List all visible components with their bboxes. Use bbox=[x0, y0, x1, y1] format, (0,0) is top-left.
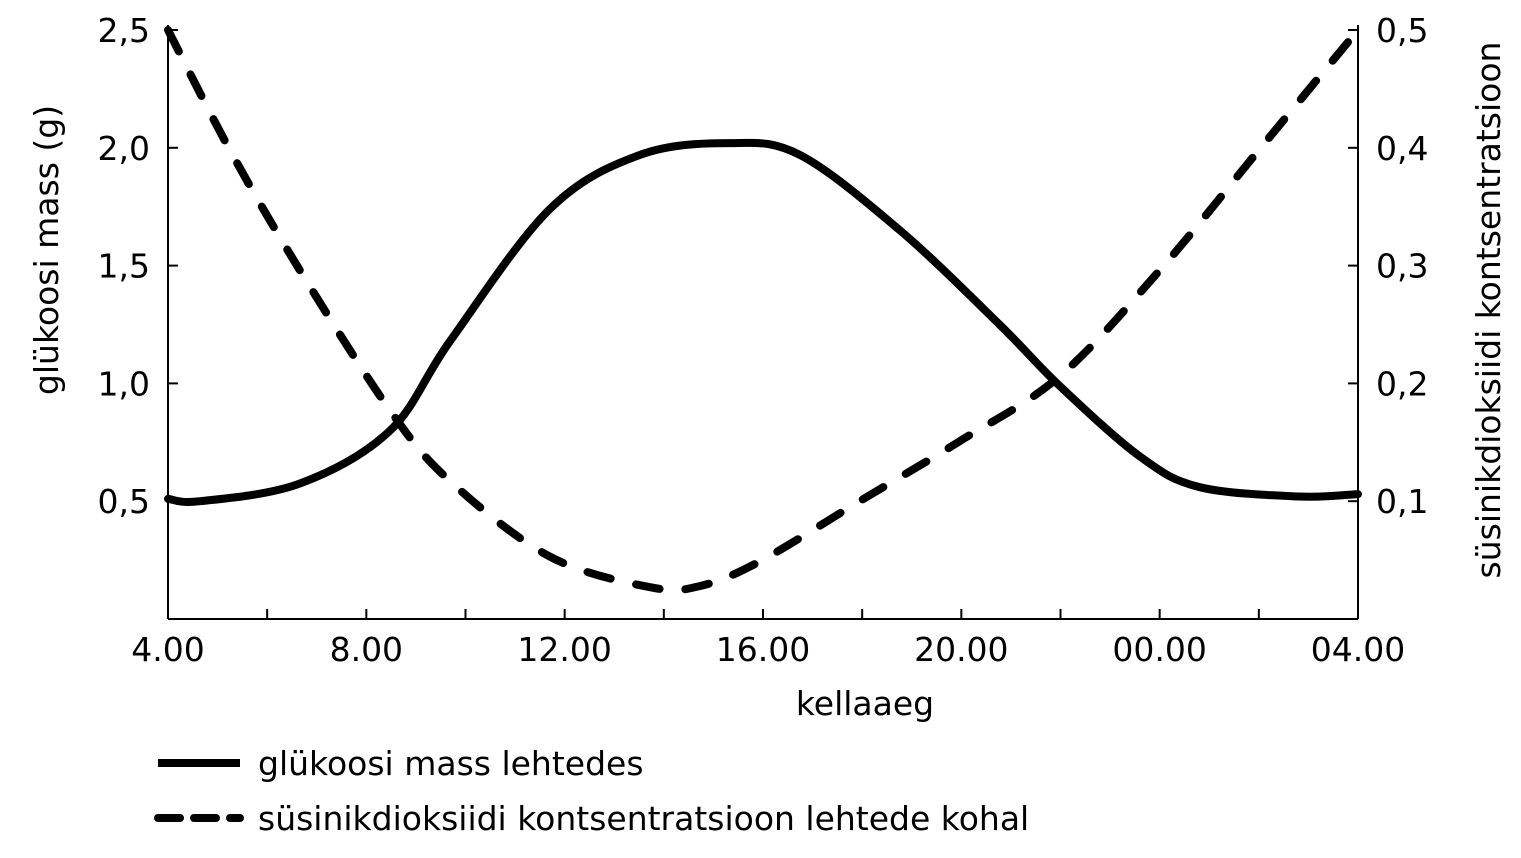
y-tick-label-left: 2,0 bbox=[98, 129, 150, 168]
y-tick-label-left: 1,0 bbox=[98, 364, 150, 403]
y-tick-label-right: 0,4 bbox=[1376, 129, 1428, 168]
legend-label-co2: süsinikdioksiidi kontsentratsioon lehted… bbox=[258, 799, 1029, 838]
y-axis-title-left: glükoosi mass (g) bbox=[27, 105, 66, 395]
x-tick-label: 20.00 bbox=[914, 630, 1008, 669]
x-tick-label: 16.00 bbox=[716, 630, 810, 669]
y-axis-title-right: süsinikdioksiidi kontsentratsioon bbox=[1469, 42, 1508, 579]
y-tick-label-right: 0,3 bbox=[1376, 247, 1428, 286]
legend-label-glucose: glükoosi mass lehtedes bbox=[258, 744, 644, 783]
y-tick-label-right: 0,1 bbox=[1376, 482, 1428, 521]
x-tick-label: 4.00 bbox=[131, 630, 204, 669]
axes: 4.00 8.00 12.00 16.00 20.00 00.00 04.00 0,5 1,0 1… bbox=[98, 11, 1429, 669]
series-group bbox=[164, 26, 1362, 595]
y-tick-label-left: 1,5 bbox=[98, 247, 150, 286]
y-tick-label-left: 2,5 bbox=[98, 11, 150, 50]
x-tick-label: 8.00 bbox=[330, 630, 403, 669]
co2-concentration-line bbox=[164, 26, 1362, 595]
y-tick-label-right: 0,5 bbox=[1376, 11, 1428, 50]
x-tick-label: 04.00 bbox=[1311, 630, 1405, 669]
x-axis-title: kellaaeg bbox=[796, 684, 934, 723]
glucose-mass-line bbox=[164, 138, 1362, 506]
x-tick-label: 12.00 bbox=[517, 630, 611, 669]
x-tick-label: 00.00 bbox=[1112, 630, 1206, 669]
y-tick-label-left: 0,5 bbox=[98, 482, 150, 521]
legend: glükoosi mass lehtedes süsinikdioksiidi … bbox=[154, 744, 1029, 838]
y-tick-label-right: 0,2 bbox=[1376, 364, 1428, 403]
